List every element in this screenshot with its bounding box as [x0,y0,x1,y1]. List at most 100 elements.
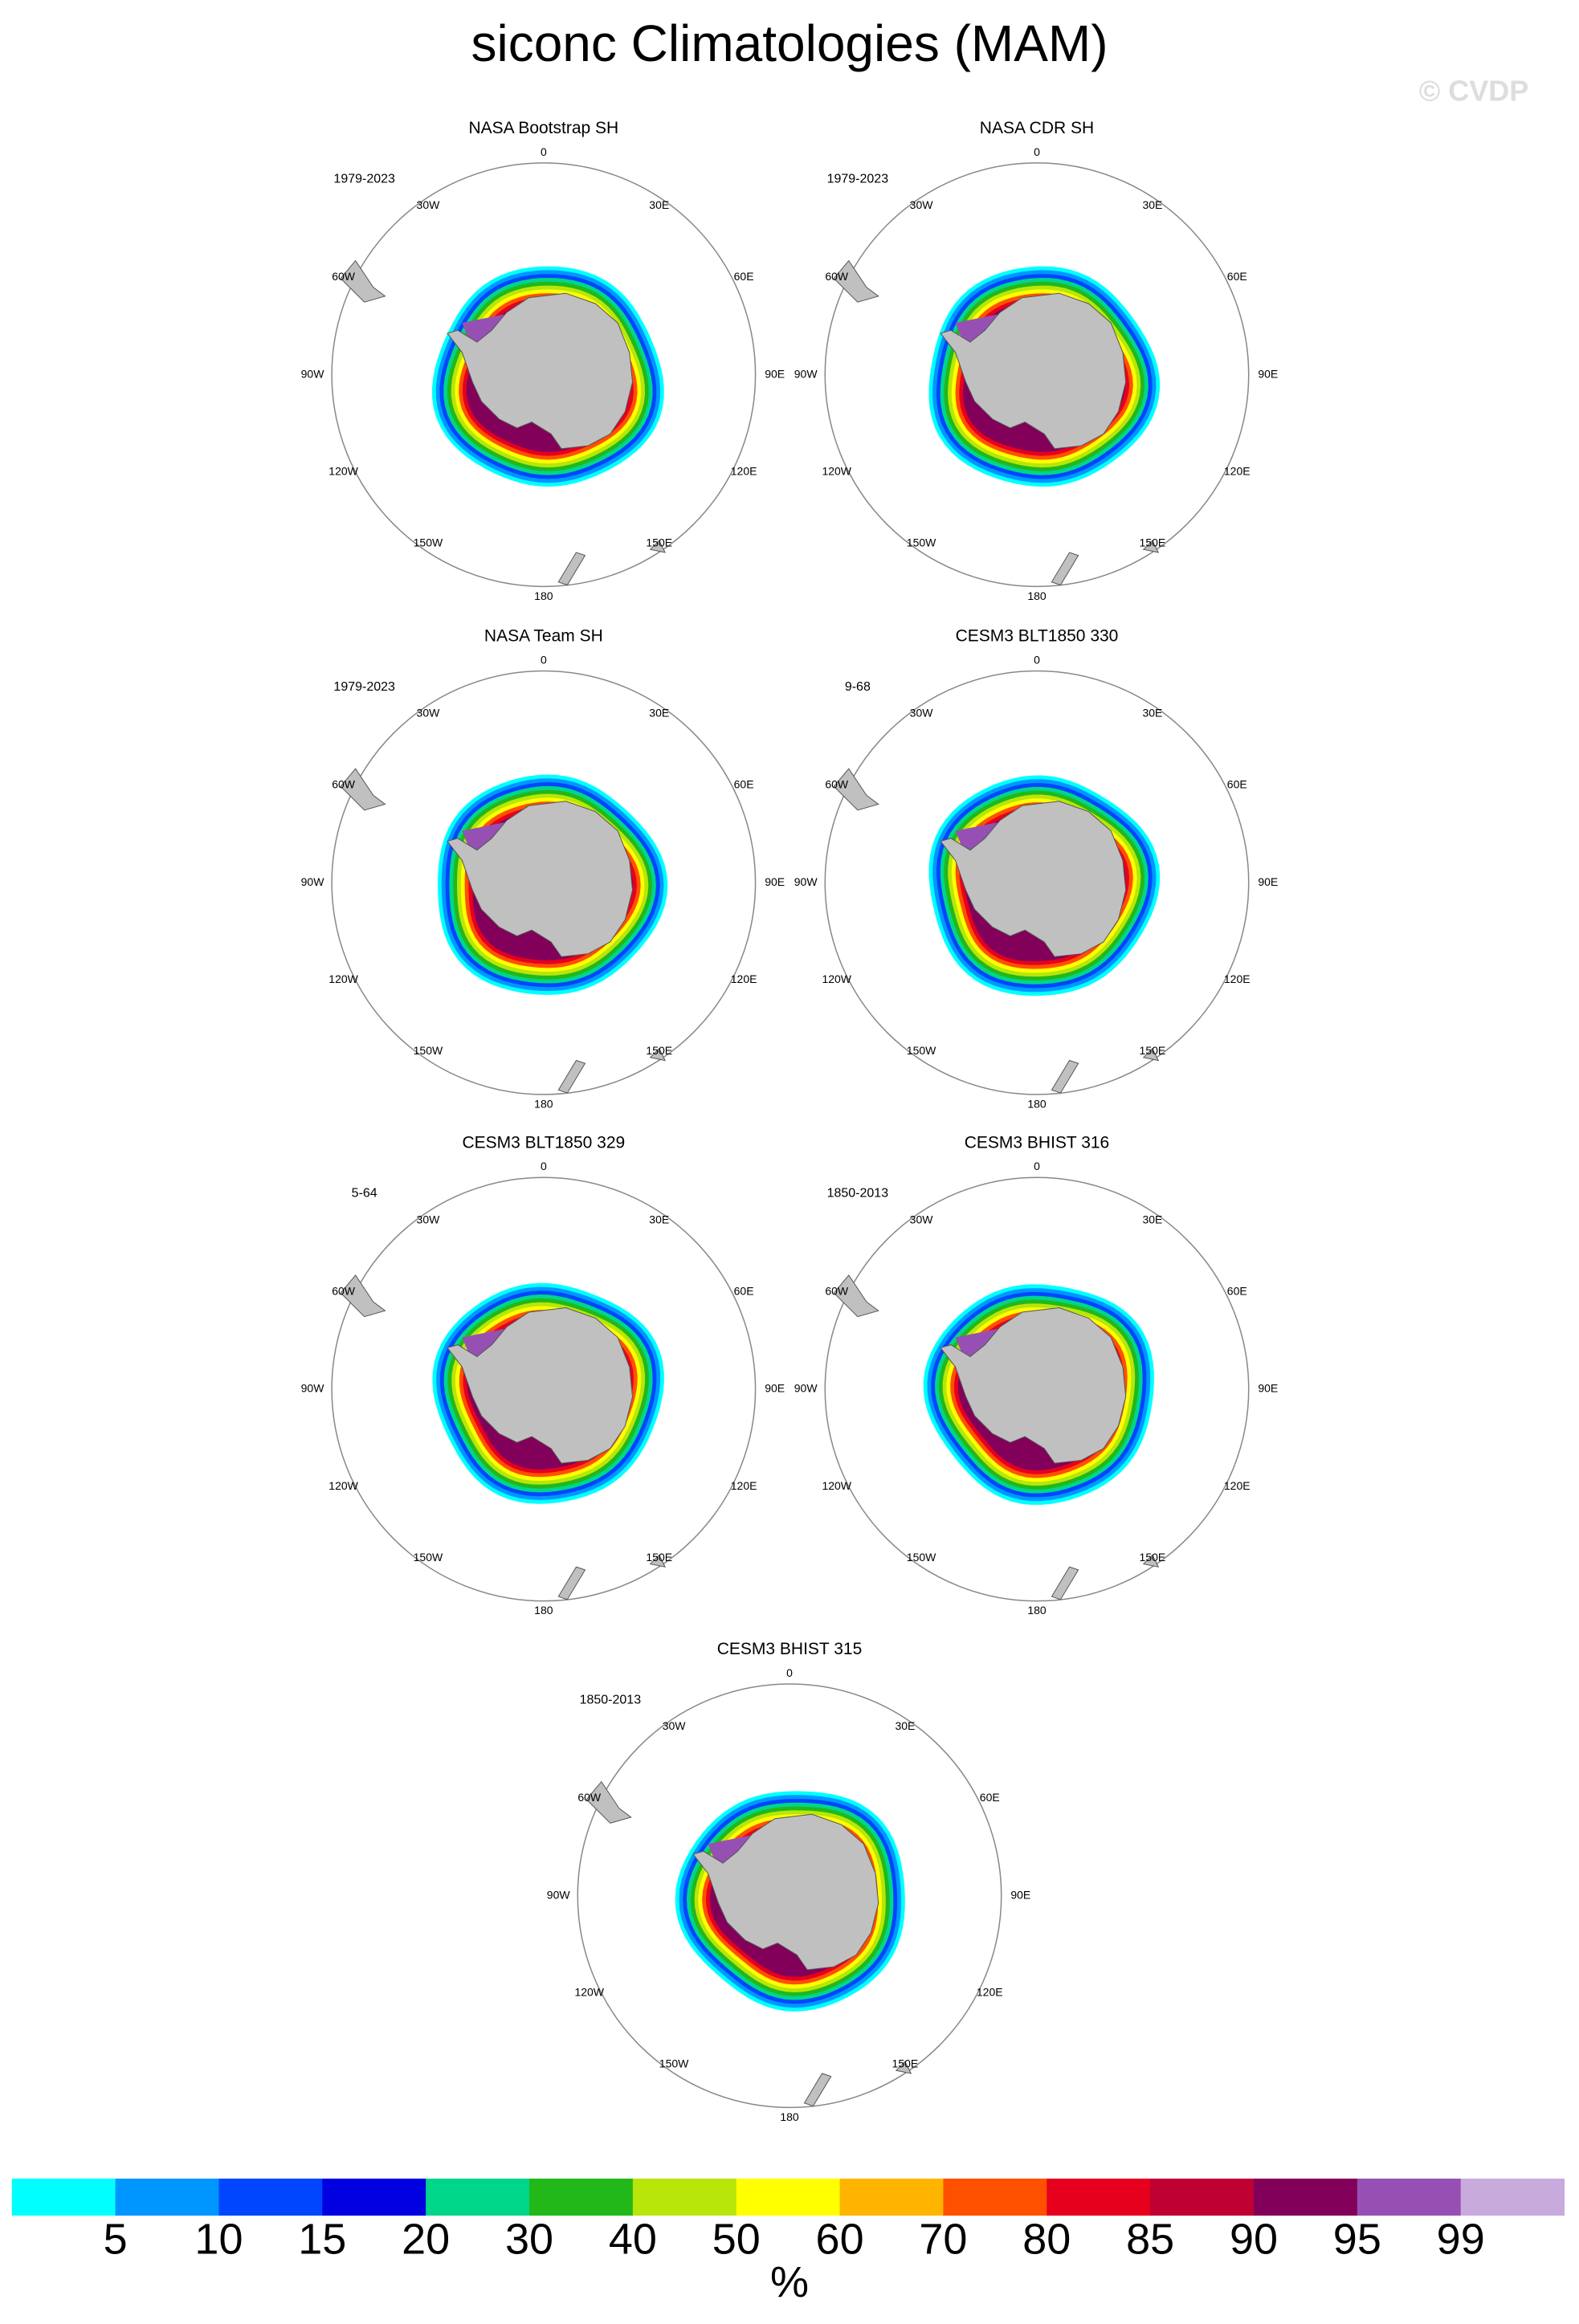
lon-label: 90W [301,875,325,888]
new-zealand [1051,552,1079,586]
colorbar-label: 95 [1333,2216,1381,2264]
lon-label: 180 [534,589,553,602]
lon-label: 180 [1027,589,1047,602]
lon-label: 0 [786,1666,793,1679]
lon-label: 180 [780,2110,799,2123]
lon-label: 30W [417,707,441,720]
colorbar-label: 70 [919,2216,967,2264]
new-zealand [557,1566,586,1600]
antarctica [447,292,634,450]
lon-label: 30E [649,707,669,720]
lon-label: 150E [1140,1551,1166,1564]
lon-label: 90W [547,1888,571,1901]
lon-label: 0 [541,145,547,158]
colorbar-box [943,2178,1047,2216]
lon-label: 120W [328,972,358,985]
lon-label: 150W [414,1044,443,1057]
south-america [833,768,879,811]
colorbar-label: 90 [1230,2216,1278,2264]
colorbar-box [322,2178,426,2216]
lon-label: 30E [1142,1213,1162,1225]
lon-label: 0 [1034,653,1040,666]
lon-label: 60E [1227,1284,1247,1297]
lon-label: 180 [1027,1097,1047,1110]
south-america [833,1274,879,1318]
lon-label: 90E [765,1382,785,1395]
lon-label: 150E [1140,536,1166,548]
lon-label: 90E [1010,1888,1030,1901]
south-america [340,768,386,811]
south-america [833,259,879,303]
colorbar-box [1253,2178,1358,2216]
lon-label: 120W [328,1479,358,1492]
lon-label: 60E [980,1791,1000,1804]
lon-label: 120E [731,972,757,985]
new-zealand [1051,1059,1079,1094]
colorbar-box [11,2178,116,2216]
lon-label: 30E [649,1213,669,1225]
colorbar-box [1047,2178,1151,2216]
lon-label: 30E [649,198,669,211]
antarctica [940,292,1127,450]
colorbar-unit: % [770,2258,809,2306]
lon-label: 60W [825,778,849,791]
figure-title: siconc Climatologies (MAM) [471,14,1108,72]
lon-label: 90W [794,1382,818,1395]
south-america [340,259,386,303]
lon-label: 150W [659,2057,689,2070]
colorbar-label: 30 [505,2216,553,2264]
colorbar-label: 50 [712,2216,761,2264]
lon-label: 90W [794,367,818,380]
panel-title: CESM3 BHIST 316 [965,1133,1110,1152]
map-boundary [331,670,757,1095]
lon-label: 120W [822,465,851,478]
lon-label: 90W [794,875,818,888]
colorbar-label: 10 [194,2216,243,2264]
lon-label: 120E [731,465,757,478]
panel-title: NASA Bootstrap SH [468,119,618,137]
lon-label: 120E [1224,465,1251,478]
colorbar-label: 5 [104,2216,128,2264]
colorbar-label: 15 [298,2216,346,2264]
lon-label: 30E [895,1719,915,1732]
colorbar-box [218,2178,323,2216]
lon-label: 150W [907,1044,936,1057]
colorbar-label: 40 [609,2216,657,2264]
lon-label: 90W [301,1382,325,1395]
map-panel: NASA Team SH 1979-2023 0 30E 60E 90E 120E 150E 1… [301,627,785,1111]
lon-label: 150W [907,536,936,548]
lon-label: 150E [646,536,672,548]
colorbar-label: 20 [402,2216,450,2264]
lon-label: 0 [1034,1160,1040,1172]
lon-label: 90E [1258,367,1278,380]
antarctica [447,801,634,957]
lon-label: 30W [417,198,441,211]
lon-label: 60E [734,778,754,791]
lon-label: 120W [574,1986,604,1999]
panel-title: CESM3 BHIST 315 [717,1640,863,1658]
new-zealand [557,1059,586,1094]
map-boundary [824,162,1250,588]
map-boundary [577,1683,1002,2109]
antarctica [940,1307,1127,1464]
lon-label: 30W [417,1213,441,1225]
south-america [340,1274,386,1318]
colorbar-box [529,2178,634,2216]
period-label: 9-68 [845,680,871,694]
lon-label: 150W [414,536,443,548]
map-panel: NASA Bootstrap SH 1979-2023 0 30E 60E 90E 120E… [301,119,785,602]
colorbar: 5 10 15 20 30 40 50 60 70 80 85 90 95 99% [11,2178,1565,2306]
lon-label: 60W [332,1284,356,1297]
antarctica [447,1307,634,1464]
period-label: 1979-2023 [333,172,395,186]
colorbar-box [1150,2178,1255,2216]
colorbar-box [839,2178,944,2216]
period-label: 1979-2023 [333,680,395,694]
lon-label: 60E [1227,270,1247,283]
lon-label: 120W [328,465,358,478]
colorbar-box [1357,2178,1462,2216]
lon-label: 30W [663,1719,687,1732]
lon-label: 180 [534,1604,553,1617]
lon-label: 120W [822,1479,851,1492]
